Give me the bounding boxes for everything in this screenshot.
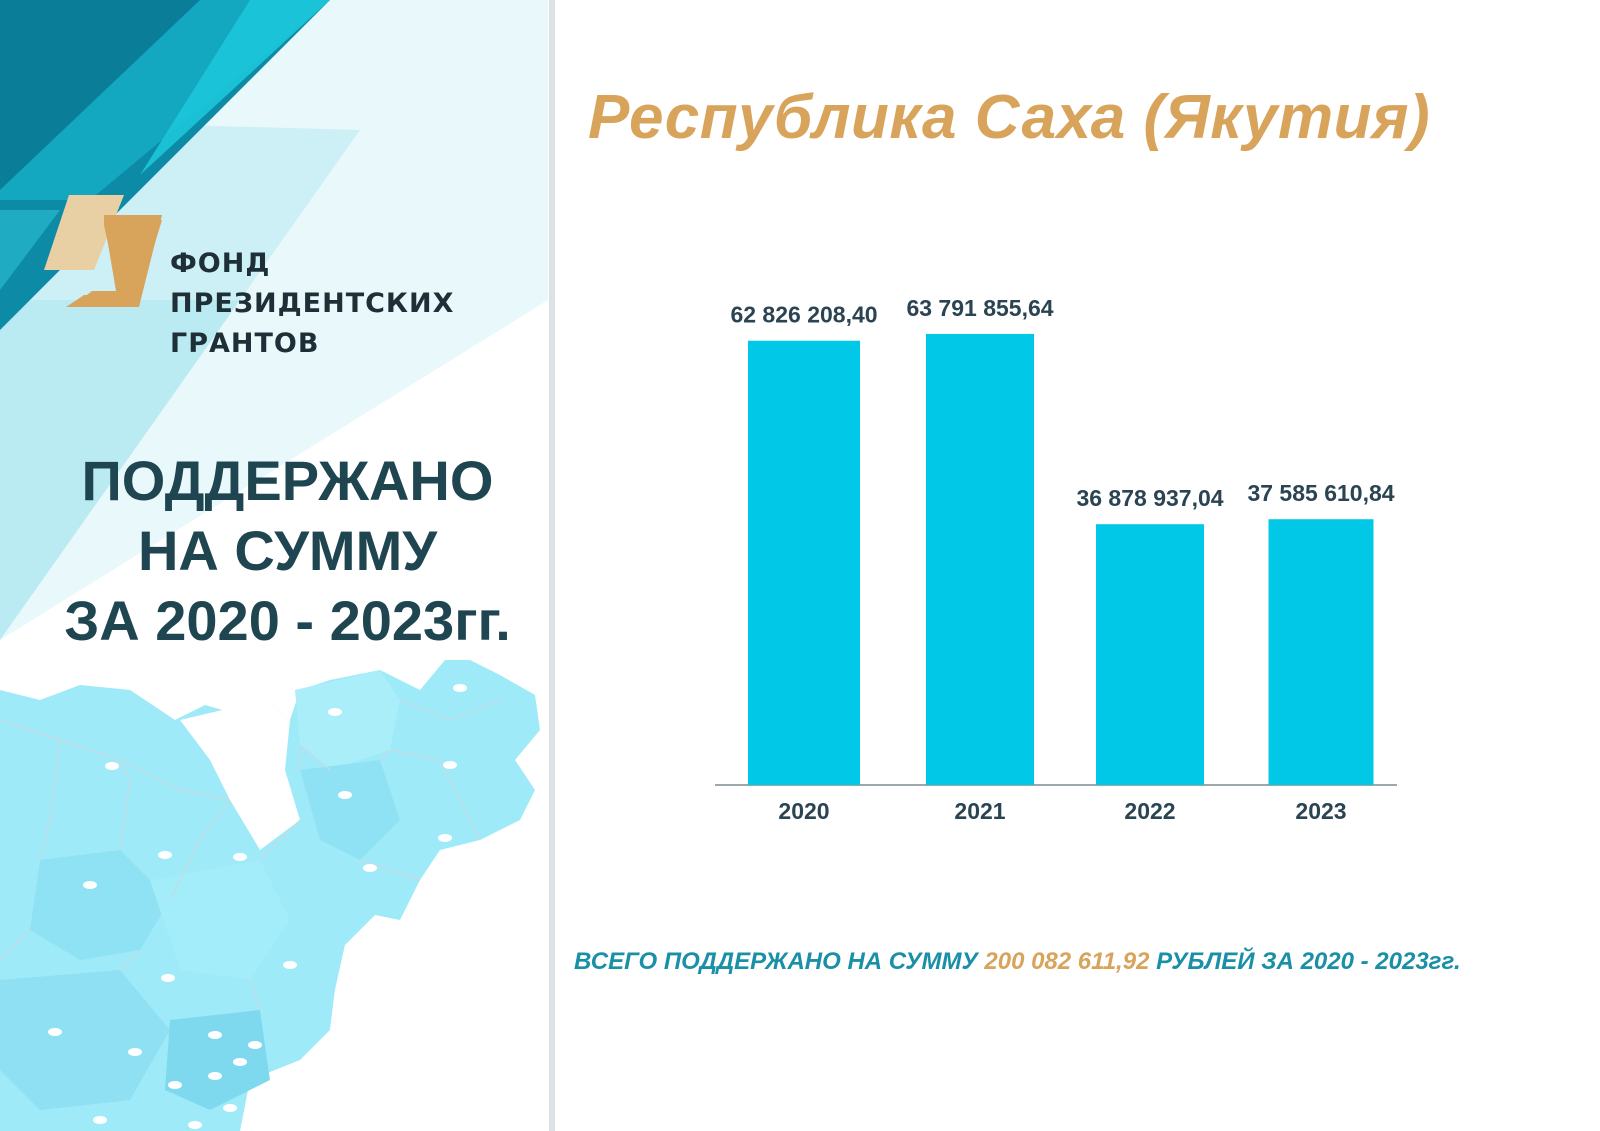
total-summary-amount: 200 082 611,92 [984, 948, 1150, 975]
logo-line: ГРАНТОВ [170, 328, 320, 359]
bar-2021 [926, 333, 1034, 785]
total-summary-suffix: РУБЛЕЙ ЗА 2020 - 2023гг. [1156, 948, 1461, 975]
bar-chart: 62 826 208,40 2020 63 791 855,64 2021 36 878… [715, 295, 1397, 824]
panel-divider [549, 0, 555, 1131]
left-heading: ПОДДЕРЖАНО НА СУММУ ЗА 2020 - 2023гг. [20, 446, 548, 656]
x-tick-label-2021: 2021 [954, 798, 1005, 824]
data-label-2023: 37 585 610,84 [1247, 480, 1394, 506]
bar-2022 [1096, 524, 1204, 785]
logo-text: ФОНД ПРЕЗИДЕНТСКИХ ГРАНТОВ [170, 244, 454, 364]
page-title: Республика Саха (Якутия) [588, 83, 1431, 152]
bar-2023 [1268, 519, 1374, 785]
left-panel: ФОНД ПРЕЗИДЕНТСКИХ ГРАНТОВ ПОДДЕРЖАНО НА… [0, 0, 548, 1131]
data-label-2021: 63 791 855,64 [906, 295, 1053, 321]
logo-icon [44, 195, 162, 307]
logo-line: ПРЕЗИДЕНТСКИХ [170, 288, 455, 319]
data-label-2022: 36 878 937,04 [1076, 485, 1223, 511]
left-heading-line: ЗА 2020 - 2023гг. [64, 589, 511, 652]
total-summary: ВСЕГО ПОДДЕРЖАНО НА СУММУ 200 082 611,92… [574, 948, 1461, 976]
x-tick-label-2020: 2020 [778, 798, 829, 824]
left-heading-line: НА СУММУ [137, 519, 438, 582]
total-summary-prefix: ВСЕГО ПОДДЕРЖАНО НА СУММУ [574, 948, 978, 975]
bar-2020 [748, 340, 860, 785]
x-tick-label-2023: 2023 [1295, 798, 1346, 824]
map-illustration [0, 660, 540, 1131]
x-tick-label-2022: 2022 [1124, 798, 1175, 824]
data-label-2020: 62 826 208,40 [730, 302, 877, 328]
left-heading-line: ПОДДЕРЖАНО [81, 449, 494, 512]
logo-line: ФОНД [170, 248, 271, 279]
